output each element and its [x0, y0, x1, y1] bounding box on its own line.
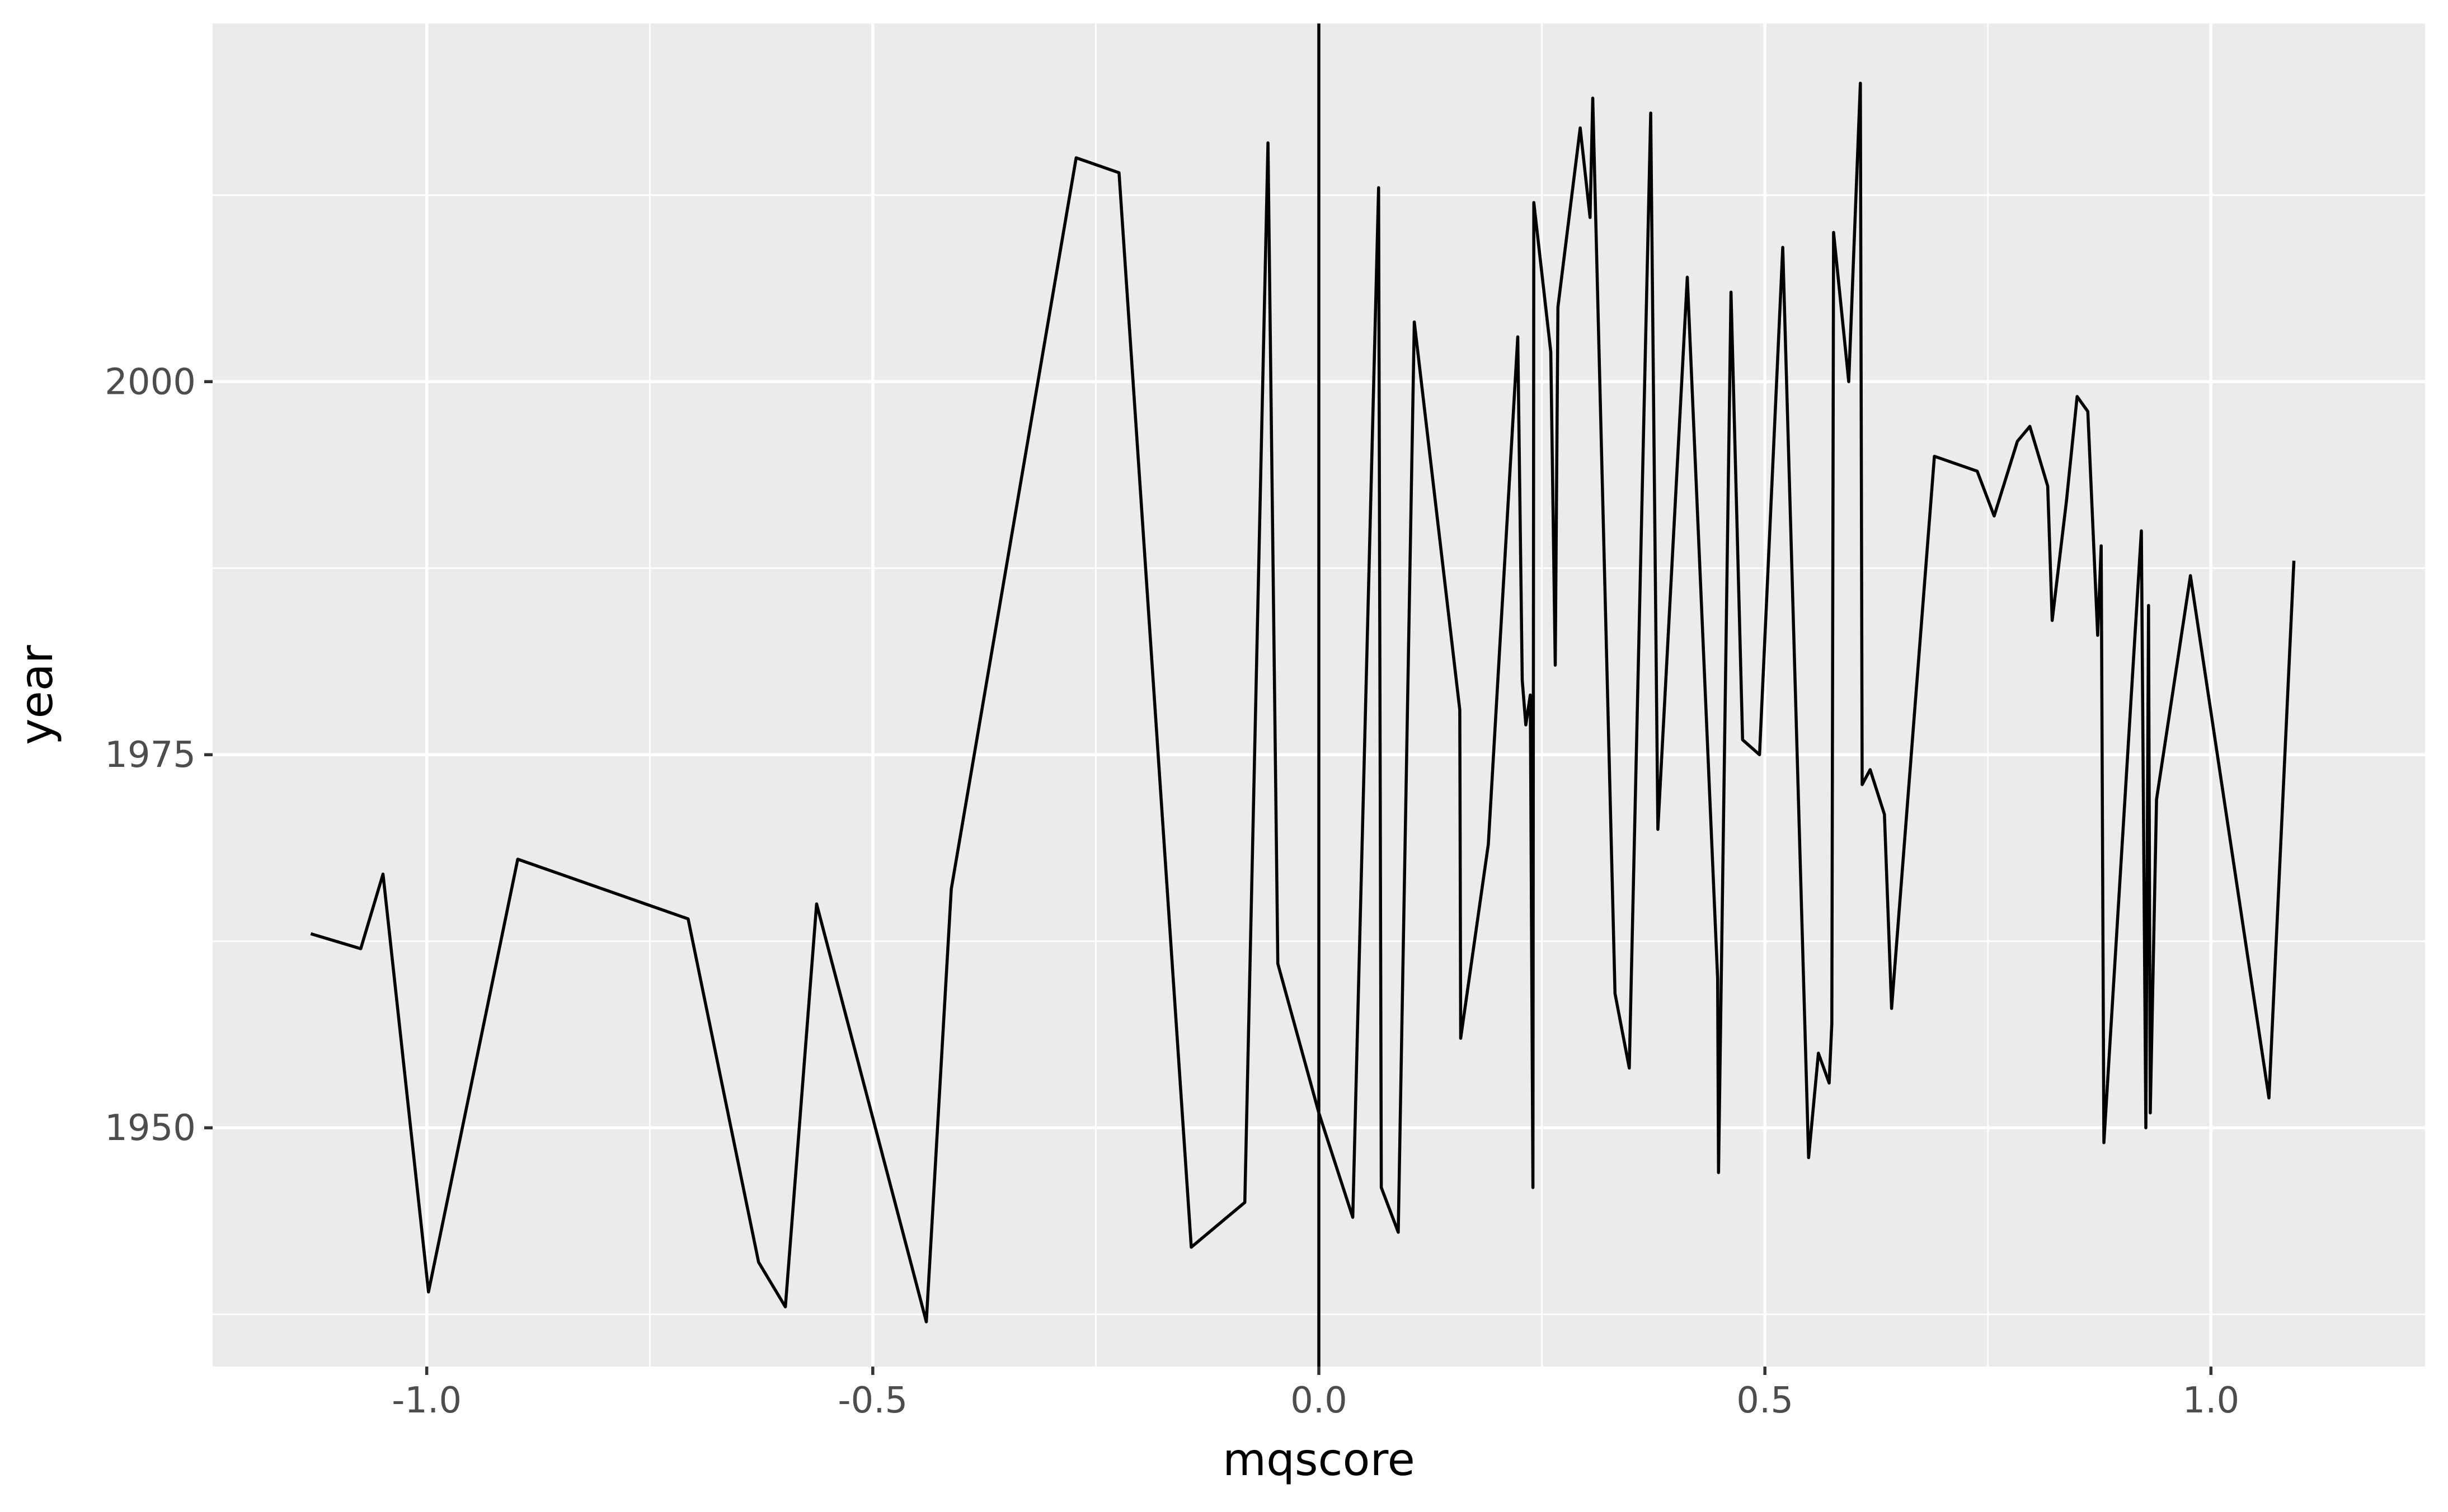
x-axis-title: mqscore [1223, 1434, 1415, 1486]
x-axis: -1.0 -0.5 0.0 0.5 1.0 [392, 1367, 2239, 1421]
y-tick-label: 2000 [105, 361, 196, 403]
y-tick-label: 1975 [105, 734, 196, 776]
y-axis-title: year [11, 645, 63, 745]
x-tick-label: -1.0 [392, 1380, 462, 1421]
series-line [310, 81, 2296, 1323]
x-tick-label: -0.5 [838, 1380, 908, 1421]
x-tick-label: 0.0 [1290, 1380, 1347, 1421]
x-tick-label: 1.0 [2182, 1380, 2239, 1421]
y-axis: 1950 1975 2000 [105, 361, 213, 1149]
y-tick-label: 1950 [105, 1108, 196, 1149]
x-tick-label: 0.5 [1736, 1380, 1793, 1421]
